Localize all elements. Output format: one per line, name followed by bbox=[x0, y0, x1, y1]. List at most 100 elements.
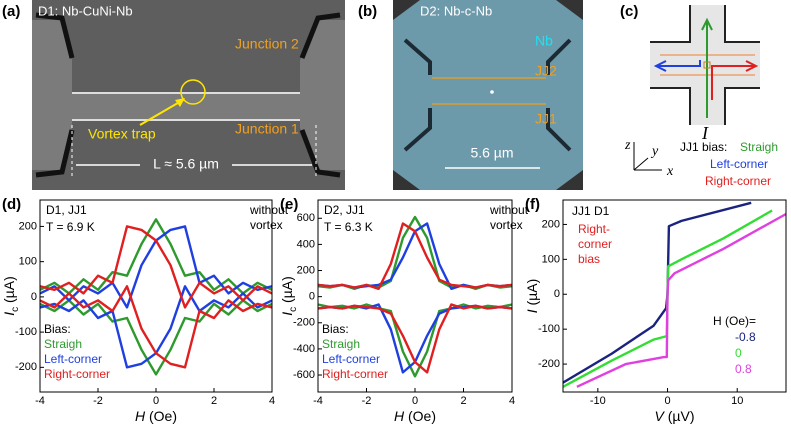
curve bbox=[576, 212, 786, 388]
legend-entry: -0.8 bbox=[735, 330, 756, 344]
panel-label: (b) bbox=[358, 3, 377, 20]
annotation: vortex bbox=[490, 218, 523, 232]
annotation: JJ1 D1 bbox=[572, 204, 610, 218]
curve bbox=[318, 303, 512, 374]
legend-entry: Right-corner bbox=[705, 174, 771, 188]
label: Nb bbox=[535, 33, 553, 49]
legend-title: Bias: bbox=[44, 322, 71, 336]
x-axis-label: V (µV) bbox=[655, 408, 695, 424]
y-label-sub: c bbox=[10, 307, 21, 312]
x-label-symbol: H bbox=[135, 408, 146, 424]
coord-axes bbox=[633, 142, 662, 171]
y-tick-label: 100 bbox=[19, 256, 37, 268]
y-axis-label: Ic (µA) bbox=[279, 276, 300, 316]
label: JJ2 bbox=[535, 63, 557, 79]
axis-z: z bbox=[624, 138, 631, 153]
y-tick-label: 0 bbox=[554, 288, 560, 300]
label: JJ1 bbox=[535, 111, 557, 127]
x-tick-label: 2 bbox=[460, 395, 466, 407]
dot bbox=[490, 90, 494, 94]
legend-entry: Left-corner bbox=[44, 352, 102, 366]
curve bbox=[40, 285, 272, 369]
plot-frame bbox=[562, 199, 787, 393]
legend-entry: 0 bbox=[735, 346, 742, 360]
curve bbox=[40, 299, 272, 376]
legend-title: JJ1 bias: bbox=[680, 140, 727, 154]
x-label-symbol: V bbox=[655, 408, 666, 424]
y-tick-label: 200 bbox=[542, 218, 560, 230]
annotation: without bbox=[249, 203, 289, 217]
y-label-unit: (µA) bbox=[1, 276, 17, 303]
panel-label: (a) bbox=[2, 3, 20, 20]
y-label-unit: (µA) bbox=[524, 279, 540, 306]
cross-edge bbox=[650, 5, 760, 125]
x-tick-label: 10 bbox=[731, 395, 743, 407]
annotation: Right- bbox=[578, 222, 610, 236]
panel-label: (c) bbox=[620, 3, 638, 20]
x-label-unit: (Oe) bbox=[149, 408, 177, 424]
x-tick-label: 0 bbox=[664, 395, 670, 407]
cross bbox=[650, 5, 760, 125]
label: Junction 2 bbox=[235, 36, 299, 52]
curve bbox=[318, 222, 512, 290]
panel-label: (e) bbox=[280, 196, 298, 213]
annotation: vortex bbox=[250, 218, 283, 232]
arrow bbox=[139, 99, 184, 126]
y-tick-label: 0 bbox=[31, 291, 37, 303]
legend-entry: Straigh bbox=[322, 337, 360, 351]
x-tick-label: 2 bbox=[211, 395, 217, 407]
annotation: without bbox=[489, 203, 529, 217]
length-label: 5.6 µm bbox=[470, 145, 513, 161]
y-tick-label: -200 bbox=[15, 361, 37, 373]
x-tick-label: 0 bbox=[153, 395, 159, 407]
x-label-symbol: H bbox=[394, 408, 405, 424]
annotation: D2, JJ1 bbox=[324, 203, 365, 217]
x-label-unit: (µV) bbox=[668, 408, 695, 424]
x-axis-label: H (Oe) bbox=[394, 408, 436, 424]
electrode bbox=[32, 120, 345, 190]
legend-title: Bias: bbox=[322, 322, 349, 336]
y-axis-label: I (µA) bbox=[524, 279, 540, 314]
y-tick-label: -600 bbox=[293, 369, 315, 381]
y-tick-label: -200 bbox=[538, 358, 560, 370]
annotation: T = 6.9 K bbox=[46, 220, 95, 234]
y-tick-label: -400 bbox=[293, 343, 315, 355]
y-tick-label: -100 bbox=[15, 326, 37, 338]
annotation: bias bbox=[578, 252, 600, 266]
y-tick-label: -100 bbox=[538, 323, 560, 335]
y-label-symbol: I bbox=[1, 312, 17, 316]
legend-entry: Straigh bbox=[44, 337, 82, 351]
y-label-sub: c bbox=[288, 307, 299, 312]
x-tick-label: 4 bbox=[509, 395, 515, 407]
arrow-straight bbox=[701, 17, 713, 118]
micrograph-title: D2: Nb-c-Nb bbox=[420, 3, 492, 18]
x-tick-label: -10 bbox=[590, 395, 606, 407]
trap bbox=[703, 61, 711, 69]
label: Vortex trap bbox=[88, 126, 156, 142]
vortex-trap-circle bbox=[180, 79, 206, 105]
x-label-unit: (Oe) bbox=[408, 408, 436, 424]
legend-entry: Straigh bbox=[740, 140, 778, 154]
current-label: I bbox=[701, 123, 709, 143]
curve bbox=[40, 225, 272, 309]
axis-x: x bbox=[666, 164, 674, 179]
y-tick-label: 100 bbox=[542, 253, 560, 265]
panel-label: (f) bbox=[525, 196, 540, 213]
arrowhead bbox=[175, 98, 185, 107]
length-label: L ≈ 5.6 µm bbox=[153, 156, 219, 172]
edge bbox=[35, 12, 341, 178]
x-tick-label: 4 bbox=[269, 395, 275, 407]
x-tick-label: -2 bbox=[362, 395, 372, 407]
x-tick-label: 0 bbox=[412, 395, 418, 407]
annotation: T = 6.3 K bbox=[324, 220, 373, 234]
edge bbox=[403, 38, 572, 152]
legend-title: H (Oe)= bbox=[713, 314, 756, 328]
x-tick-label: -2 bbox=[93, 395, 103, 407]
y-tick-label: 200 bbox=[19, 220, 37, 232]
y-tick-label: -200 bbox=[293, 317, 315, 329]
legend-entry: Right-corner bbox=[322, 367, 388, 381]
annotation: corner bbox=[578, 237, 612, 251]
annotation: D1, JJ1 bbox=[46, 203, 87, 217]
legend-entry: Left-corner bbox=[710, 157, 768, 171]
